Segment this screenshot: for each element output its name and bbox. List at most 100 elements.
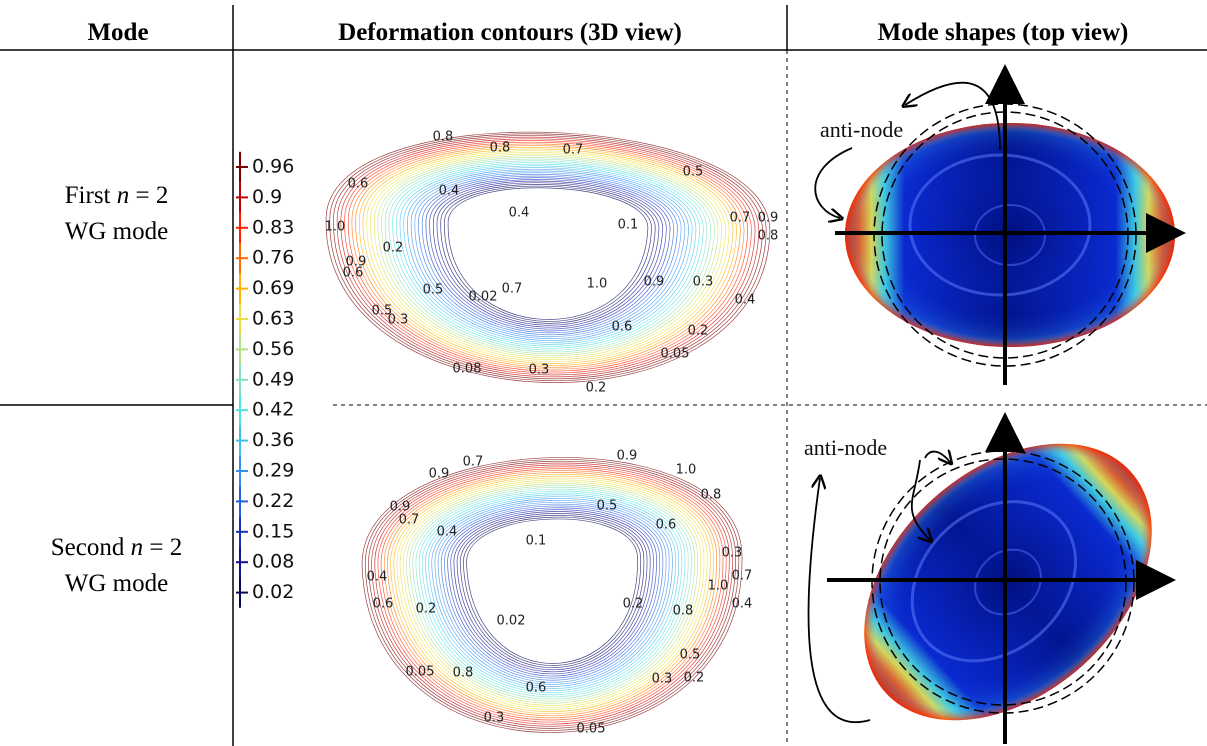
annotation-arrow <box>815 148 852 218</box>
contour-label: 0.7 <box>502 282 523 297</box>
annotation: anti-node <box>820 117 903 142</box>
contour-label: 0.8 <box>453 666 474 681</box>
label-text: n <box>117 182 130 209</box>
contour-label: 0.4 <box>367 570 388 585</box>
contour-label: 0.05 <box>661 347 690 362</box>
annotation-arrow <box>925 452 950 462</box>
label-text: WG mode <box>0 566 233 602</box>
contour-label: 0.05 <box>406 665 435 680</box>
colorbar-label: 0.76 <box>252 247 294 269</box>
contour-label: 0.3 <box>693 275 714 290</box>
row-label: First n = 2 WG mode <box>0 178 233 250</box>
contour-label: 1.0 <box>325 220 346 235</box>
contour-label: 0.7 <box>730 211 751 226</box>
colorbar-label: 0.42 <box>252 399 294 421</box>
mode-shapes: anti-node anti-node <box>804 72 1206 746</box>
contour-label: 0.2 <box>586 381 607 396</box>
contour-line <box>355 141 740 372</box>
contour-line <box>358 143 735 370</box>
contour-label: 0.8 <box>490 141 511 156</box>
colorbar-label: 0.63 <box>252 308 294 330</box>
colorbar-label: 0.83 <box>252 216 294 238</box>
contour-line <box>459 512 648 671</box>
contour-line <box>449 506 657 677</box>
contour-label: 0.05 <box>577 722 606 737</box>
contour-label: 0.9 <box>758 211 779 226</box>
contour-line <box>443 502 664 682</box>
contour-label: 0.2 <box>623 597 644 612</box>
contour-label: 0.6 <box>348 177 369 192</box>
contour-label: 0.3 <box>484 711 505 726</box>
label-text: n <box>131 534 144 561</box>
contour-label: 0.7 <box>563 143 584 158</box>
annotation: anti-node <box>804 435 887 460</box>
colorbar-label: 0.29 <box>252 460 294 482</box>
contour-label: 0.4 <box>735 293 756 308</box>
contour-label: 0.8 <box>701 488 722 503</box>
colorbar-label: 0.56 <box>252 338 294 360</box>
contour-label: 0.7 <box>732 569 753 584</box>
contour-label: 0.3 <box>529 363 550 378</box>
figure-canvas: Mode Deformation contours (3D view) Mode… <box>0 0 1207 746</box>
header-cell: Mode shapes (top view) <box>878 19 1129 46</box>
contour-label: 0.5 <box>423 283 444 298</box>
contour-label: 0.7 <box>399 513 420 528</box>
colorbar-label: 0.69 <box>252 277 294 299</box>
contour-label: 0.2 <box>688 324 709 339</box>
header-cell: Mode <box>87 19 148 46</box>
contour-label: 0.02 <box>469 290 498 305</box>
contour-label: 0.4 <box>509 206 530 221</box>
colorbar-label: 0.08 <box>252 551 294 573</box>
colorbar-label: 0.49 <box>252 368 294 390</box>
contour-label: 0.5 <box>597 499 618 514</box>
contour-label: 0.8 <box>673 604 694 619</box>
contour-label: 0.3 <box>388 313 409 328</box>
colorbar-label: 0.9 <box>252 186 282 208</box>
label-text: First <box>65 182 111 209</box>
colorbar-label: 0.22 <box>252 490 294 512</box>
colorbar-label: 0.36 <box>252 429 294 451</box>
colorbar-label: 0.02 <box>252 581 294 603</box>
colorbar-label: 0.15 <box>252 520 294 542</box>
contour-label: 0.5 <box>683 165 704 180</box>
contour-label: 0.1 <box>618 218 639 233</box>
contour-line <box>462 514 644 669</box>
contour-label: 0.2 <box>416 602 437 617</box>
contour-line <box>465 516 641 666</box>
contour-line <box>446 504 661 679</box>
label-text: = 2 <box>136 182 169 209</box>
contour-label: 0.5 <box>680 648 701 663</box>
contour-label: 0.1 <box>526 534 547 549</box>
contour-label: 0.8 <box>433 130 454 145</box>
contour-label: 0.2 <box>383 241 404 256</box>
figure-table: Mode Deformation contours (3D view) Mode… <box>0 0 1207 746</box>
row-label: Second n = 2 WG mode <box>0 530 233 602</box>
colorbar: 0.96 0.9 0.83 0.76 0.69 0.63 0.56 0.49 0.42 0.36 0… <box>236 152 294 608</box>
contour-label: 0.4 <box>437 525 458 540</box>
header-cell: Deformation contours (3D view) <box>338 19 682 46</box>
contour-label: 1.0 <box>587 277 608 292</box>
label-text: = 2 <box>149 534 182 561</box>
contour-label: 1.0 <box>676 463 697 478</box>
contour-label: 0.4 <box>439 184 460 199</box>
contour-label: 0.2 <box>684 671 705 686</box>
colorbar-label: 0.96 <box>252 156 294 178</box>
contour-label: 0.9 <box>644 275 665 290</box>
contour-label: 0.6 <box>526 681 547 696</box>
contour-label: 0.9 <box>617 449 638 464</box>
contour-label: 0.8 <box>758 229 779 244</box>
contour-plots <box>321 125 773 739</box>
contour-label: 0.3 <box>722 546 743 561</box>
contour-label: 0.08 <box>453 362 482 377</box>
contour-label: 0.7 <box>463 455 484 470</box>
contour-label: 1.0 <box>708 579 729 594</box>
contour-label: 0.6 <box>656 518 677 533</box>
contour-line <box>455 510 650 673</box>
label-text: WG mode <box>0 214 233 250</box>
contour-label: 0.6 <box>612 320 633 335</box>
contour-label: 0.02 <box>497 614 526 629</box>
contour-label: 0.9 <box>429 467 450 482</box>
label-text: Second <box>51 534 125 561</box>
contour-label: 0.4 <box>732 597 753 612</box>
annotation-arrow <box>808 478 870 722</box>
